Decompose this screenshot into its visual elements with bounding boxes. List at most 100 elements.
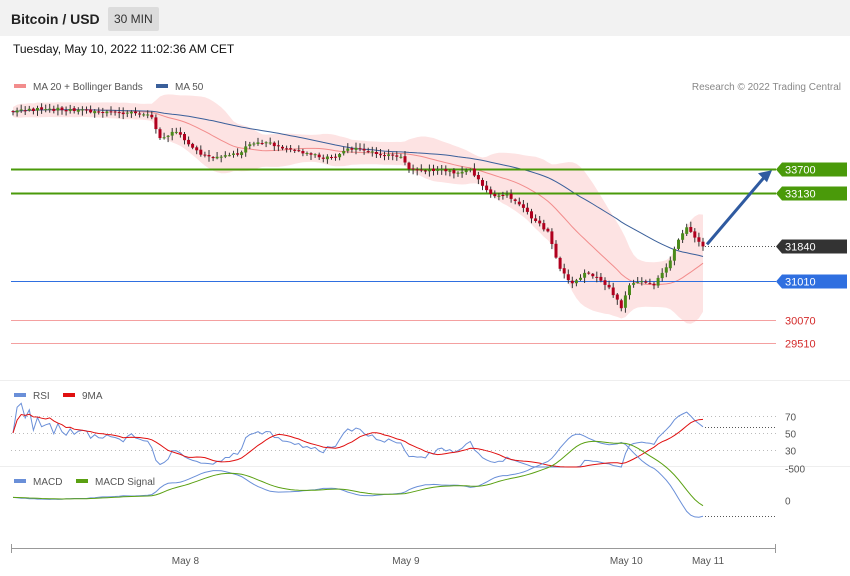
candle-body [272,142,276,147]
candle-body [334,156,337,158]
candle-body [121,112,125,115]
candle-body [423,170,427,172]
candle-body [76,109,80,112]
candle-body [305,153,309,154]
level-label-33130: 33130 [785,189,816,201]
candle-body [44,109,48,111]
macd-line [12,433,704,518]
candle-body [432,168,435,171]
candle-body [407,162,411,170]
macd-legend-label: MACD [33,477,62,488]
candle-body [281,146,284,149]
candle-body [542,223,546,230]
candle-body [256,142,260,144]
candle-body [587,272,591,274]
x-tick-label: May 8 [172,556,200,567]
candle-body [403,156,407,163]
candle-body [309,153,313,155]
candle-body [468,169,472,171]
candle-body [456,172,460,174]
candle-body [448,170,452,172]
level-tag-31010 [776,274,847,289]
candle-body [411,168,415,170]
candle-body [664,267,668,273]
candle-body [113,111,117,113]
candle-body [191,143,195,148]
candle-body [27,108,31,111]
candle-body [97,111,101,113]
candle-body [558,257,562,269]
price-levels: 33700 33130 31840 31010 30070 29510 [11,162,847,351]
candle-body [219,156,223,158]
candle-body [701,241,705,247]
candle-body [89,109,93,113]
ma50-legend-label: MA 50 [175,82,204,93]
candle-body [101,112,105,113]
macd-tick--500: -500 [785,465,805,476]
candle-body [640,281,644,283]
copyright: Research © 2022 Trading Central [692,82,841,93]
x-tick-label: May 11 [692,556,724,567]
macd-tick-0: 0 [785,497,791,508]
candle-body [276,145,280,147]
candle-body [546,228,550,232]
candle-body [440,168,444,170]
candle-body [505,194,509,196]
candle-body [23,110,27,112]
candle-body [677,239,680,249]
candle-body [215,156,219,159]
candle-body [232,153,235,155]
candle-body [391,154,395,156]
candle-body [628,285,631,296]
candle-body [52,108,56,111]
candle-body [672,248,676,261]
candle-body [227,155,231,157]
candle-body [85,109,88,111]
candle-body [199,149,203,155]
candle-body [166,135,170,137]
candle-body [493,193,497,197]
candle-body [125,112,129,114]
candle-body [142,114,146,116]
candle-body [146,114,150,116]
candle-body [452,170,456,174]
candle-body [656,277,660,286]
candle-body [374,152,378,154]
bollinger-band [13,94,703,324]
candle-body [579,277,582,280]
candle-body [464,170,468,173]
candle-body [313,154,317,156]
interval-badge[interactable]: 30 MIN [108,7,159,31]
candle-body [15,110,19,113]
candle-body [350,148,354,150]
candle-body [134,111,137,114]
candle-body [346,148,350,151]
candle-body [591,273,595,277]
candle-body [444,169,448,172]
candle-body [68,109,72,111]
current-price-label: 31840 [785,242,816,254]
candle-body [342,150,346,154]
candle-body [289,148,293,150]
candle-body [211,157,215,159]
candle-body [534,218,538,221]
candle-body [183,134,186,141]
ma20-legend-label: MA 20 + Bollinger Bands [33,82,143,93]
candle-body [697,237,701,242]
candle-body [362,148,366,151]
candle-body [354,147,358,150]
candle-body [550,231,554,244]
current-price-tag [776,239,847,254]
candle-body [574,280,578,284]
candle-body [387,154,391,156]
rsi-line [12,402,704,468]
level-label-31010: 31010 [785,277,816,289]
macd-signal-legend-swatch [76,479,88,483]
candle-body [207,155,211,157]
candle-body [689,227,693,232]
candle-body [472,168,476,176]
timestamp: Tuesday, May 10, 2022 11:02:36 AM CET [13,42,235,56]
candle-body [264,142,268,144]
candle-body [285,148,289,150]
candle-body [525,207,529,212]
